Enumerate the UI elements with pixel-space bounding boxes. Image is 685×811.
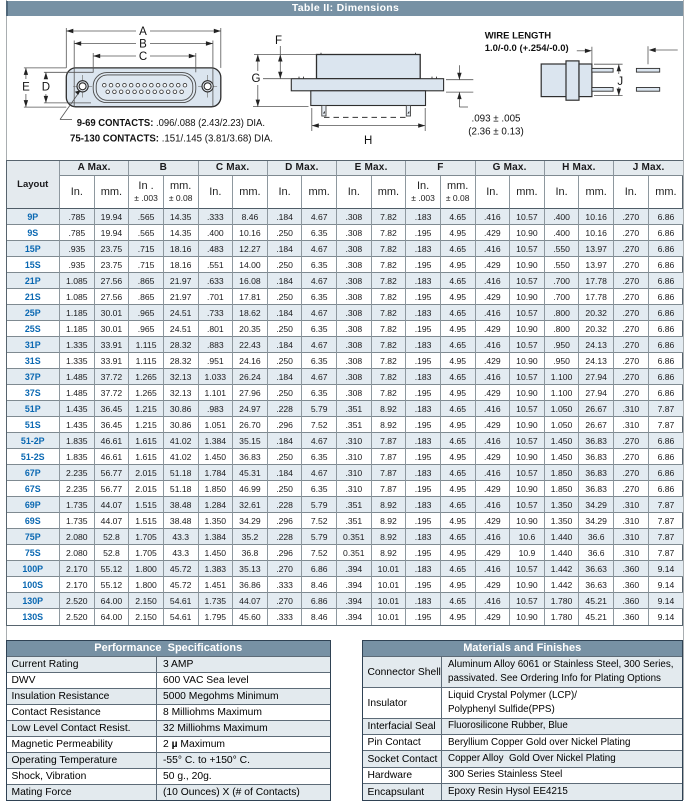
svg-text:(2.36 ± 0.13): (2.36 ± 0.13): [468, 127, 523, 138]
svg-text:9-69 CONTACTS: .096/.088 (2.43: 9-69 CONTACTS: .096/.088 (2.43/2.23) DIA…: [77, 118, 265, 129]
svg-text:75-130 CONTACTS: .151/.145 (3.: 75-130 CONTACTS: .151/.145 (3.81/3.68) D…: [70, 134, 273, 145]
svg-text:D: D: [42, 82, 50, 94]
svg-text:H: H: [364, 135, 372, 147]
svg-text:E: E: [22, 82, 30, 94]
svg-text:.093 ± .005: .093 ± .005: [472, 114, 522, 125]
svg-text:F: F: [275, 35, 282, 47]
svg-text:J: J: [617, 76, 623, 88]
svg-text:1.0/-0.0 (+.254/-0.0): 1.0/-0.0 (+.254/-0.0): [485, 43, 569, 54]
svg-text:C: C: [139, 51, 147, 63]
svg-text:WIRE LENGTH: WIRE LENGTH: [485, 31, 552, 42]
svg-text:A: A: [139, 26, 147, 38]
svg-text:G: G: [252, 73, 261, 85]
svg-text:B: B: [139, 39, 147, 51]
